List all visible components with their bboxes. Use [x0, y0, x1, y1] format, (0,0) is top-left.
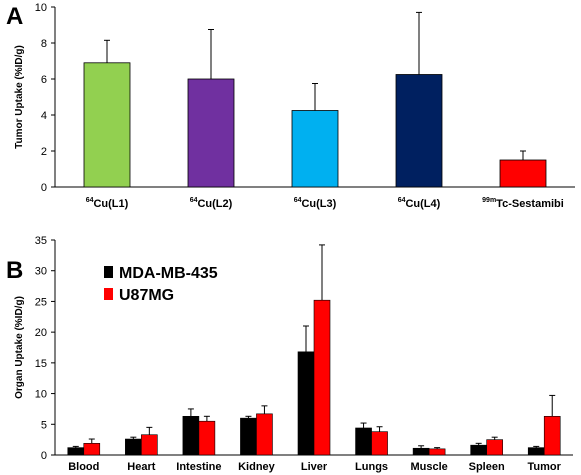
bar — [83, 62, 131, 188]
y-tick-label: 10 — [35, 2, 47, 14]
x-tick-label: Lungs — [355, 461, 388, 473]
panel-b: B 0 5 10 15 20 25 30 35 Organ Uptake (%ID/g) Blood… — [6, 235, 573, 473]
bar-u87mg — [371, 431, 388, 456]
x-tick-label: Kidney — [238, 461, 276, 473]
bar-u87mg — [141, 434, 158, 456]
bar — [291, 110, 339, 188]
y-tick-label: 10 — [35, 389, 47, 401]
legend-swatch — [104, 266, 113, 278]
y-tick-label: 8 — [41, 38, 47, 50]
y-tick-label: 5 — [41, 419, 47, 431]
y-tick-label: 0 — [41, 182, 47, 194]
bar-u87mg — [256, 413, 273, 456]
y-tick-label: 4 — [41, 110, 47, 122]
bar-mda-mb-435 — [240, 417, 257, 456]
x-tick-label: Muscle — [410, 461, 447, 473]
x-tick-label: 99mTc-Sestamibi — [482, 197, 564, 210]
bar-mda-mb-435 — [297, 351, 315, 456]
x-tick-label: Heart — [127, 461, 155, 473]
x-tick-label: Blood — [68, 461, 99, 473]
bar — [499, 159, 547, 188]
legend-label: MDA-MB-435 — [119, 265, 218, 282]
x-tick-label: Intestine — [176, 461, 221, 473]
panel-a: A 0 2 4 6 8 10 Tumor Uptake (%ID/g) 64Cu(L1) 64Cu… — [6, 2, 575, 210]
bar-u87mg — [83, 443, 101, 456]
bar-mda-mb-435 — [125, 438, 142, 456]
bar — [187, 78, 235, 188]
x-tick-label: Spleen — [469, 461, 505, 473]
y-tick-label: 15 — [35, 358, 47, 370]
y-axis-title: Organ Uptake (%ID/g) — [14, 296, 25, 399]
x-tick-label: 64Cu(L2) — [190, 197, 233, 210]
panel-label: B — [6, 257, 23, 284]
legend-swatch — [104, 288, 113, 300]
bar-u87mg — [198, 420, 216, 456]
bar-mda-mb-435 — [412, 447, 430, 456]
x-tick-label: Tumor — [528, 461, 562, 473]
y-axis-title: Tumor Uptake (%ID/g) — [14, 45, 25, 149]
bar-u87mg — [313, 299, 331, 456]
y-tick-label: 2 — [41, 146, 47, 158]
y-tick-label: 0 — [41, 450, 47, 462]
x-tick-label: 64Cu(L1) — [86, 197, 129, 210]
y-tick-label: 20 — [35, 327, 47, 339]
y-tick-label: 6 — [41, 74, 47, 86]
bar-u87mg — [543, 415, 561, 456]
x-tick-label: 64Cu(L3) — [294, 197, 337, 210]
bar-mda-mb-435 — [67, 447, 85, 456]
x-tick-label: 64Cu(L4) — [398, 197, 441, 210]
y-tick-label: 25 — [35, 296, 47, 308]
bar-mda-mb-435 — [527, 447, 545, 456]
bar — [395, 74, 443, 188]
panel-label: A — [6, 3, 23, 30]
bar-u87mg — [486, 439, 503, 456]
x-tick-label: Liver — [301, 461, 328, 473]
bar-u87mg — [428, 448, 446, 456]
bar-mda-mb-435 — [355, 427, 372, 456]
legend-label: U87MG — [119, 287, 174, 304]
bar-mda-mb-435 — [470, 444, 487, 456]
bar-mda-mb-435 — [182, 415, 200, 456]
y-tick-label: 35 — [35, 235, 47, 247]
y-tick-label: 30 — [35, 266, 47, 278]
